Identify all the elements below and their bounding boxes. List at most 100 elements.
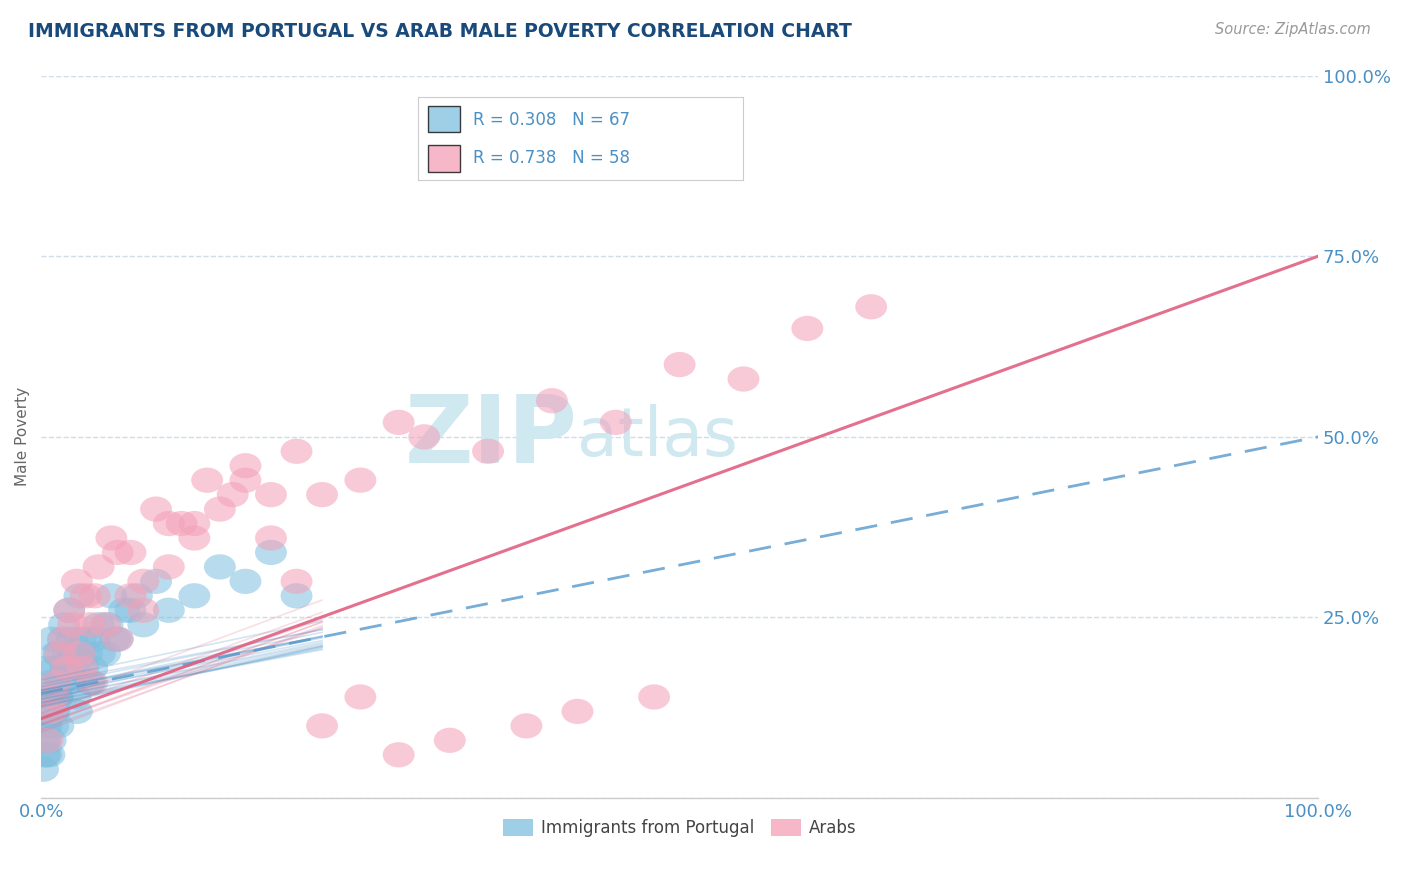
Ellipse shape [204, 497, 236, 522]
Ellipse shape [34, 742, 65, 767]
Ellipse shape [100, 626, 131, 652]
Ellipse shape [254, 525, 287, 550]
Ellipse shape [38, 714, 69, 739]
Ellipse shape [41, 641, 72, 666]
Legend: Immigrants from Portugal, Arabs: Immigrants from Portugal, Arabs [496, 813, 863, 844]
Ellipse shape [73, 612, 105, 638]
Ellipse shape [382, 409, 415, 435]
Ellipse shape [48, 612, 80, 638]
Ellipse shape [281, 583, 312, 608]
Text: atlas: atlas [578, 404, 738, 470]
Ellipse shape [28, 742, 60, 767]
Ellipse shape [855, 294, 887, 319]
Ellipse shape [204, 554, 236, 580]
Text: ZIP: ZIP [405, 391, 578, 483]
Ellipse shape [32, 684, 65, 710]
Ellipse shape [31, 742, 62, 767]
Ellipse shape [38, 698, 70, 724]
Ellipse shape [141, 569, 172, 594]
Ellipse shape [96, 583, 128, 608]
Ellipse shape [83, 612, 114, 638]
Ellipse shape [128, 598, 159, 623]
Ellipse shape [60, 569, 93, 594]
Ellipse shape [101, 540, 134, 566]
Ellipse shape [55, 670, 86, 695]
Ellipse shape [60, 698, 93, 724]
Ellipse shape [67, 656, 100, 681]
Ellipse shape [41, 670, 72, 695]
Ellipse shape [65, 626, 97, 652]
Ellipse shape [31, 714, 63, 739]
Ellipse shape [66, 656, 98, 681]
Ellipse shape [101, 626, 134, 652]
Ellipse shape [638, 684, 671, 710]
Ellipse shape [510, 714, 543, 739]
Ellipse shape [38, 684, 70, 710]
Ellipse shape [472, 439, 503, 464]
Ellipse shape [89, 612, 121, 638]
Text: IMMIGRANTS FROM PORTUGAL VS ARAB MALE POVERTY CORRELATION CHART: IMMIGRANTS FROM PORTUGAL VS ARAB MALE PO… [28, 22, 852, 41]
Ellipse shape [58, 641, 89, 666]
Ellipse shape [35, 626, 67, 652]
Ellipse shape [561, 698, 593, 724]
Ellipse shape [254, 540, 287, 566]
Ellipse shape [62, 641, 94, 666]
Ellipse shape [153, 554, 184, 580]
Ellipse shape [229, 569, 262, 594]
Ellipse shape [536, 388, 568, 413]
Ellipse shape [39, 670, 72, 695]
Ellipse shape [52, 641, 84, 666]
Ellipse shape [344, 467, 377, 493]
Ellipse shape [307, 714, 337, 739]
Ellipse shape [600, 409, 631, 435]
Ellipse shape [49, 656, 82, 681]
Ellipse shape [45, 670, 76, 695]
Ellipse shape [121, 583, 153, 608]
Ellipse shape [35, 728, 66, 753]
Ellipse shape [128, 569, 159, 594]
Ellipse shape [153, 598, 184, 623]
Ellipse shape [229, 453, 262, 478]
Ellipse shape [179, 525, 211, 550]
Ellipse shape [79, 626, 111, 652]
Ellipse shape [101, 626, 134, 652]
Ellipse shape [35, 698, 67, 724]
Ellipse shape [37, 698, 69, 724]
Ellipse shape [281, 439, 312, 464]
Ellipse shape [59, 656, 90, 681]
Ellipse shape [30, 714, 60, 739]
Ellipse shape [53, 598, 86, 623]
Ellipse shape [307, 482, 337, 508]
Ellipse shape [31, 656, 63, 681]
Ellipse shape [59, 684, 91, 710]
Ellipse shape [89, 641, 121, 666]
Ellipse shape [38, 684, 70, 710]
Text: Source: ZipAtlas.com: Source: ZipAtlas.com [1215, 22, 1371, 37]
Ellipse shape [32, 698, 65, 724]
Ellipse shape [34, 670, 66, 695]
Ellipse shape [382, 742, 415, 767]
Ellipse shape [792, 316, 824, 341]
Ellipse shape [51, 656, 83, 681]
Ellipse shape [191, 467, 224, 493]
Ellipse shape [141, 497, 172, 522]
Ellipse shape [58, 612, 89, 638]
Ellipse shape [79, 583, 111, 608]
Ellipse shape [39, 656, 72, 681]
Ellipse shape [46, 626, 79, 652]
Ellipse shape [53, 598, 86, 623]
Ellipse shape [91, 612, 124, 638]
Ellipse shape [108, 598, 141, 623]
Ellipse shape [63, 641, 96, 666]
Ellipse shape [44, 641, 75, 666]
Ellipse shape [254, 482, 287, 508]
Ellipse shape [51, 656, 83, 681]
Ellipse shape [114, 598, 146, 623]
Ellipse shape [408, 425, 440, 450]
Ellipse shape [76, 670, 108, 695]
Ellipse shape [70, 583, 101, 608]
Ellipse shape [434, 728, 465, 753]
Ellipse shape [63, 583, 96, 608]
Ellipse shape [42, 684, 73, 710]
Ellipse shape [217, 482, 249, 508]
